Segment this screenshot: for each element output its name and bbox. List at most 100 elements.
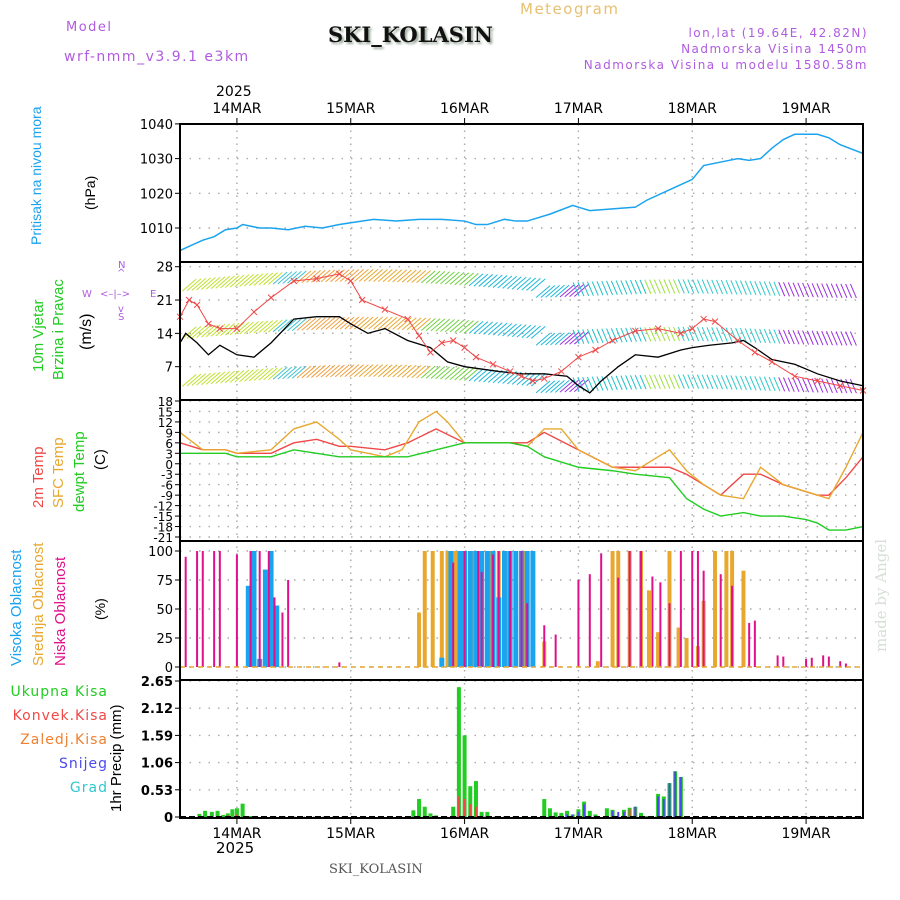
wind-ytick-label: 7 (165, 361, 173, 376)
cloud-bar (513, 551, 519, 667)
wind-barb (816, 283, 824, 298)
wind-barb (181, 374, 197, 387)
wind-barb (339, 316, 355, 330)
day-label-top: 19MAR (781, 101, 830, 117)
cloud-bar (430, 551, 435, 667)
wind-barb (478, 274, 494, 287)
wind-barb (591, 281, 599, 296)
wind-barb (606, 375, 614, 391)
wind-barb (806, 330, 814, 345)
wind-barb (511, 276, 527, 290)
wind-gust-marker (438, 339, 446, 347)
precip-bar (456, 687, 461, 817)
wind-barb (268, 271, 283, 285)
wind-barb (596, 328, 604, 344)
wind-gust-marker (427, 349, 434, 356)
wind-barb (435, 271, 450, 284)
wind-barb (425, 365, 441, 379)
precip-bar (417, 799, 422, 817)
pressure-ytick-label: 1010 (140, 222, 173, 237)
cloud-bar (463, 551, 466, 667)
wind-barb (763, 376, 771, 391)
wind-barb (344, 269, 360, 282)
wind-barb (582, 329, 590, 344)
precip-bar (565, 810, 570, 817)
wind-barb (630, 375, 637, 390)
wind-barb (754, 376, 762, 391)
wind-barb (649, 279, 657, 294)
wind-barb (682, 374, 690, 389)
wind-barb (444, 319, 460, 333)
precip-bar (674, 771, 677, 817)
wind-barb (229, 274, 245, 288)
wind-barb (687, 279, 695, 294)
cloud-bar (196, 551, 199, 667)
wind-barb (849, 283, 857, 299)
cloud-bar (748, 622, 751, 667)
wind-barb (550, 332, 565, 346)
temp-ytick-label: 15 (158, 405, 173, 419)
wind-barb (692, 374, 700, 389)
cloud-bar (731, 585, 734, 667)
wind-barb (397, 269, 412, 283)
wind-barb (349, 316, 364, 330)
wind-barb (545, 380, 560, 393)
cloud-bar (554, 634, 557, 667)
wind-barb (696, 326, 704, 342)
wind-gust-marker (768, 358, 776, 366)
wind-barb (334, 364, 350, 378)
legend-konvek-kisa: Konvek.Kisa (12, 708, 108, 724)
wind-gust-marker (609, 337, 616, 344)
wind-barb (763, 328, 771, 344)
wind-barb (397, 317, 412, 330)
wind-barb (330, 316, 345, 330)
wind-barb (730, 375, 738, 390)
day-label-top: 18MAR (668, 101, 717, 117)
precip-bar (566, 814, 569, 817)
wind-barb (559, 332, 575, 345)
wind-barb (507, 323, 522, 337)
cloud-bar (696, 551, 699, 667)
compass-e: E (150, 289, 157, 300)
wind-barb (540, 285, 556, 298)
wind-barb (492, 275, 508, 288)
wind-barb (258, 320, 274, 333)
wind-barb (473, 368, 489, 382)
wind-barb (711, 327, 719, 342)
wind-barb (344, 364, 360, 378)
model-value: wrf-nmm_v3.9.1 e3km (64, 49, 250, 65)
wind-barb (459, 367, 474, 381)
precip-bar (593, 814, 598, 817)
day-label-bottom: 14MAR (212, 826, 261, 842)
day-label-bottom: 16MAR (440, 826, 489, 842)
wind-barb (253, 272, 269, 286)
wind-barb (653, 279, 661, 294)
wind-barb (454, 367, 470, 381)
wind-barb (706, 327, 714, 342)
precip-bar (411, 810, 416, 817)
ticks-layer: 14MAR 14MAR 15MAR 15MAR 16MAR 16MAR 17MAR 17MAR… (140, 101, 831, 842)
wind-barb (244, 321, 259, 334)
cloud-bar (467, 551, 473, 667)
wind-barb (653, 374, 661, 389)
wind-barb (516, 324, 532, 338)
wind-barb (821, 378, 829, 393)
precip-bar (542, 799, 547, 817)
wind-barb (591, 376, 599, 391)
wind-barb (673, 279, 680, 294)
wind-barb (530, 278, 546, 292)
precip-bar (639, 812, 644, 817)
wind-barb (625, 280, 633, 295)
wind-barb (287, 318, 302, 332)
wind-gust-marker (540, 375, 548, 382)
wind-barb (773, 376, 781, 392)
wind-barb (754, 280, 762, 296)
wind-barb (483, 322, 498, 335)
wind-barb (615, 375, 623, 390)
precip-bar (479, 811, 484, 817)
wind-barb (749, 375, 757, 391)
precip-bar (209, 811, 214, 817)
wind-barb (416, 365, 431, 379)
cloud-bar (213, 551, 216, 667)
wind-barb (816, 330, 824, 346)
